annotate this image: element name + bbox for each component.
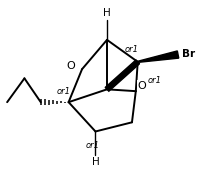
Text: H: H bbox=[103, 8, 111, 18]
Text: H: H bbox=[92, 157, 99, 167]
Text: O: O bbox=[66, 60, 75, 70]
Polygon shape bbox=[138, 51, 179, 62]
Text: or1: or1 bbox=[57, 87, 71, 96]
Text: or1: or1 bbox=[124, 44, 138, 54]
Polygon shape bbox=[105, 60, 140, 91]
Text: or1: or1 bbox=[86, 141, 100, 150]
Text: O: O bbox=[137, 81, 146, 91]
Text: or1: or1 bbox=[147, 76, 161, 85]
Text: Br: Br bbox=[182, 49, 195, 59]
